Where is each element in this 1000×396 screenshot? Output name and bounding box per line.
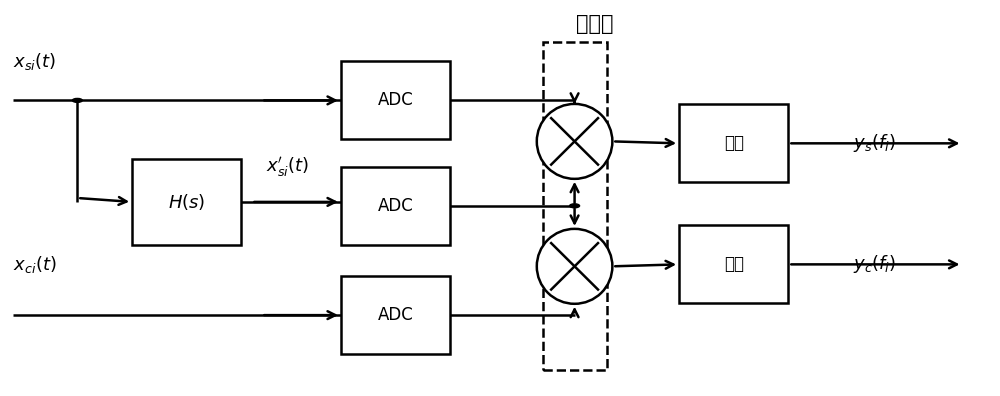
Bar bbox=[341, 61, 450, 139]
Bar bbox=[341, 276, 450, 354]
Bar bbox=[543, 42, 607, 370]
Text: ADC: ADC bbox=[378, 197, 413, 215]
Bar bbox=[679, 225, 788, 303]
Circle shape bbox=[570, 204, 580, 208]
Text: $y_s(f_i)$: $y_s(f_i)$ bbox=[853, 132, 896, 154]
Text: ADC: ADC bbox=[378, 306, 413, 324]
Text: ADC: ADC bbox=[378, 91, 413, 109]
Bar bbox=[341, 167, 450, 245]
Text: $y_c(f_i)$: $y_c(f_i)$ bbox=[853, 253, 896, 275]
Text: 平均: 平均 bbox=[724, 134, 744, 152]
Bar bbox=[679, 104, 788, 183]
Text: $x_{ci}(t)$: $x_{ci}(t)$ bbox=[13, 254, 56, 275]
Ellipse shape bbox=[537, 104, 612, 179]
Text: 互相关: 互相关 bbox=[576, 15, 613, 34]
Text: 平均: 平均 bbox=[724, 255, 744, 273]
Ellipse shape bbox=[537, 229, 612, 304]
Bar bbox=[132, 159, 241, 245]
Circle shape bbox=[72, 99, 82, 102]
Text: $x_{si}^{\prime}(t)$: $x_{si}^{\prime}(t)$ bbox=[266, 156, 310, 181]
Text: $x_{si}(t)$: $x_{si}(t)$ bbox=[13, 51, 56, 72]
Text: $H(s)$: $H(s)$ bbox=[168, 192, 205, 212]
